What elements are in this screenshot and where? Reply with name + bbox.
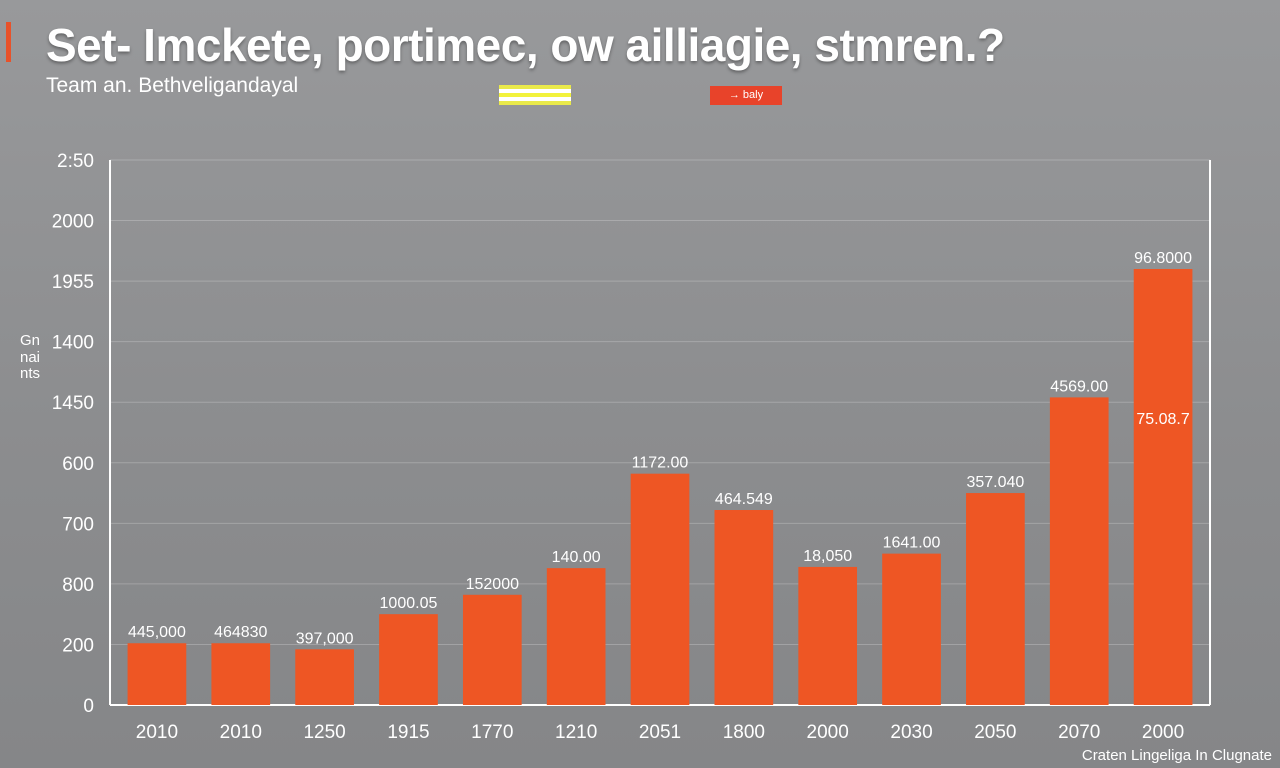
x-tick-label: 1800 xyxy=(723,722,765,743)
bar xyxy=(211,643,271,705)
bar-value-label: 1641.00 xyxy=(883,535,941,552)
x-tick-label: 1250 xyxy=(303,722,345,743)
x-tick-label: 2051 xyxy=(639,722,681,743)
bar-value-label: 18,050 xyxy=(803,548,852,565)
bar xyxy=(882,553,941,705)
x-tick-label: 2070 xyxy=(1058,722,1100,743)
x-tick-label: 2010 xyxy=(220,722,262,743)
bar-value-label: 152000 xyxy=(466,576,519,593)
bar xyxy=(462,594,522,705)
bar-value-label: 445,000 xyxy=(128,624,186,641)
y-tick-label: 700 xyxy=(62,514,94,535)
source-credit: Craten Lingeliga In Clugnate xyxy=(1081,747,1272,764)
x-tick-label: 2000 xyxy=(1142,722,1184,743)
bar-value-label: 464.549 xyxy=(715,491,773,508)
bar xyxy=(714,510,774,705)
bar-value-label: 96.8000 xyxy=(1134,250,1192,267)
bar xyxy=(295,649,354,705)
bar-value-label: 357.040 xyxy=(966,474,1024,491)
y-tick-label: 1400 xyxy=(52,333,94,354)
bar xyxy=(546,568,606,705)
y-tick-label: 2000 xyxy=(52,212,94,233)
x-tick-label: 2010 xyxy=(136,722,178,743)
bar-value-label: 1172.00 xyxy=(632,455,689,472)
bar xyxy=(379,614,438,705)
y-tick-label: 2:50 xyxy=(57,151,94,172)
x-tick-label: 1210 xyxy=(555,722,597,743)
x-tick-label: 2030 xyxy=(890,722,932,743)
y-tick-label: 200 xyxy=(62,635,94,656)
bar-value-label: 4569.00 xyxy=(1050,378,1108,395)
bar xyxy=(1133,269,1193,705)
bar xyxy=(127,643,187,705)
bar xyxy=(966,493,1025,705)
x-tick-label: 1770 xyxy=(471,722,513,743)
x-tick-label: 2050 xyxy=(974,722,1016,743)
title-accent-bar xyxy=(6,22,11,62)
y-tick-label: 800 xyxy=(62,575,94,596)
legend-item-red: → baly xyxy=(710,86,782,105)
y-tick-label: 600 xyxy=(62,454,94,475)
chart-title: Set- Imckete, portimec, ow ailliagie, st… xyxy=(46,19,1005,71)
y-axis-label: Gnnaints xyxy=(20,332,41,382)
x-tick-label: 2000 xyxy=(807,722,849,743)
chart-subtitle: Team an. Bethveligandayal xyxy=(46,74,299,97)
legend-swatch-yellow xyxy=(499,85,571,105)
bar xyxy=(798,566,858,705)
y-tick-label: 1450 xyxy=(52,393,94,414)
y-tick-label: 1955 xyxy=(52,272,94,293)
bar xyxy=(1049,397,1109,705)
bar-inner-label: 75.08.7 xyxy=(1136,411,1189,428)
y-tick-label: 0 xyxy=(83,696,94,717)
bar-value-label: 140.00 xyxy=(552,549,601,566)
bar-value-label: 1000.05 xyxy=(380,595,438,612)
bar-value-label: 397,000 xyxy=(296,630,354,647)
x-tick-label: 1915 xyxy=(387,722,429,743)
bar xyxy=(630,473,690,705)
bar-value-label: 464830 xyxy=(214,624,267,641)
